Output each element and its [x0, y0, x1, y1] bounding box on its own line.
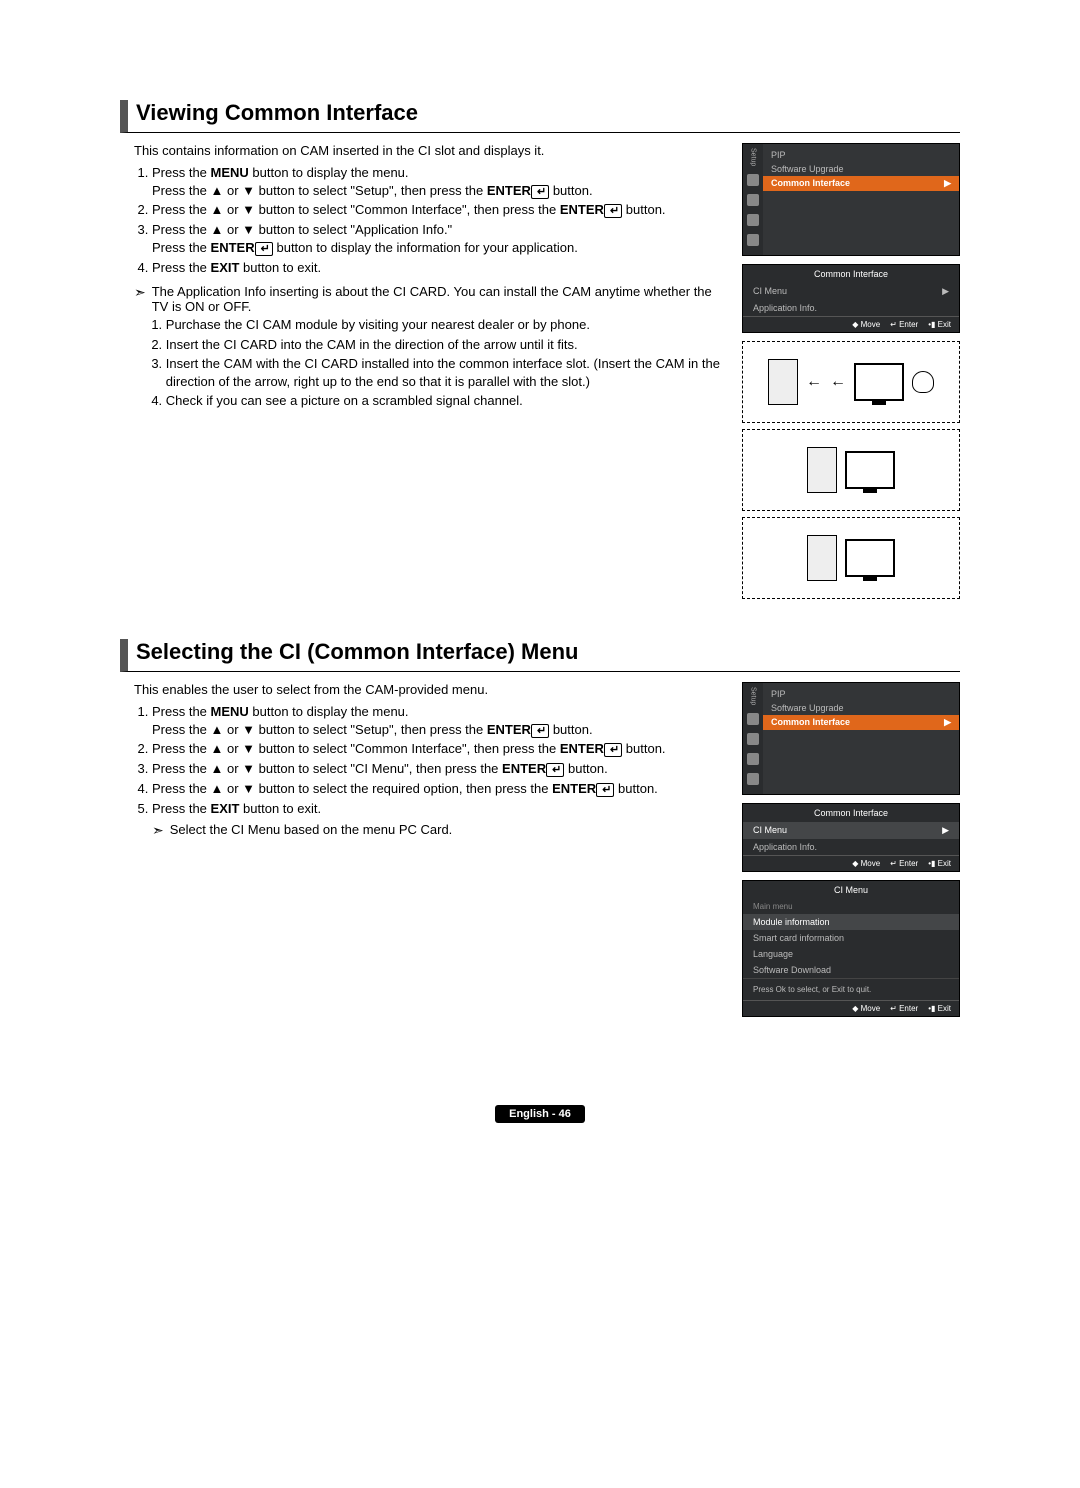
tv-icon [854, 363, 904, 401]
page-footer-wrap: English - 46 [120, 1065, 960, 1123]
ci-card-icon [807, 447, 837, 493]
step-2: Press the ▲ or ▼ button to select "Commo… [152, 201, 722, 219]
tv-list: PIP Software Upgrade Common Interface▶ [763, 144, 959, 255]
tv-setup-menu-screenshot: Setup PIP Software Upgrade Common Interf… [742, 143, 960, 256]
gear-icon [747, 194, 759, 206]
step-2: Press the ▲ or ▼ button to select "Commo… [152, 740, 722, 758]
note-lead: The Application Info inserting is about … [152, 284, 722, 314]
section-title-selecting-ci: Selecting the CI (Common Interface) Menu [120, 639, 960, 672]
section2-text: This enables the user to select from the… [120, 682, 722, 1025]
section1-figures: Setup PIP Software Upgrade Common Interf… [742, 143, 960, 605]
page-footer: English - 46 [495, 1105, 585, 1123]
ci-footer: ◆ Move ↵ Enter •▮ Exit [743, 316, 959, 332]
section1-body: This contains information on CAM inserte… [120, 143, 960, 605]
section2-note: Select the CI Menu based on the menu PC … [170, 821, 453, 840]
tv-item-ci-highlighted: Common Interface▶ [763, 176, 959, 191]
note-arrow-icon: ➣ [134, 284, 146, 314]
arrow-left-icon [830, 373, 846, 391]
ci-card-icon [807, 535, 837, 581]
picture-icon [747, 713, 759, 725]
tv-icon [845, 451, 895, 489]
audio-icon [747, 753, 759, 765]
cam-insert-diagram-2 [742, 429, 960, 511]
section1-text: This contains information on CAM inserte… [120, 143, 722, 605]
section1-intro: This contains information on CAM inserte… [134, 143, 722, 158]
ci-submenu-screenshot-2: Common Interface CI Menu▶ Application In… [742, 803, 960, 872]
section1-notes: ➣ The Application Info inserting is abou… [134, 284, 722, 412]
picture-icon [747, 174, 759, 186]
arrow-left-icon [806, 373, 822, 391]
section1-subnotes: Purchase the CI CAM module by visiting y… [148, 316, 722, 412]
ci-menu-highlighted: CI Menu▶ [743, 822, 959, 839]
step-1: Press the MENU button to display the men… [152, 164, 722, 199]
section-title-viewing-ci: Viewing Common Interface [120, 100, 960, 133]
tv-sidebar: Setup [743, 144, 763, 255]
section2-intro: This enables the user to select from the… [134, 682, 722, 697]
hand-icon [912, 371, 934, 393]
section2-body: This enables the user to select from the… [120, 682, 960, 1025]
cam-insert-diagram-1 [742, 341, 960, 423]
manual-page: Viewing Common Interface This contains i… [0, 0, 1080, 1183]
step-1: Press the MENU button to display the men… [152, 703, 722, 738]
note-arrow-icon: ➣ [152, 821, 164, 840]
input-icon [747, 773, 759, 785]
audio-icon [747, 214, 759, 226]
ci-submenu-screenshot: Common Interface CI Menu▶ Application In… [742, 264, 960, 333]
tv-item-ci-highlighted: Common Interface▶ [763, 715, 959, 730]
step-4: Press the EXIT button to exit. [152, 259, 722, 277]
step-4: Press the ▲ or ▼ button to select the re… [152, 780, 722, 798]
cam-insert-diagram-3 [742, 517, 960, 599]
section2-steps: Press the MENU button to display the men… [134, 703, 722, 840]
ci-card-icon [768, 359, 798, 405]
input-icon [747, 234, 759, 246]
step-5: Press the EXIT button to exit. ➣ Select … [152, 800, 722, 840]
step-3: Press the ▲ or ▼ button to select "Appli… [152, 221, 722, 256]
ci-menu-detail-screenshot: CI Menu Main menu Module information Sma… [742, 880, 960, 1017]
step-3: Press the ▲ or ▼ button to select "CI Me… [152, 760, 722, 778]
tv-setup-menu-screenshot-2: Setup PIP Software Upgrade Common Interf… [742, 682, 960, 795]
gear-icon [747, 733, 759, 745]
tv-icon [845, 539, 895, 577]
section2-figures: Setup PIP Software Upgrade Common Interf… [742, 682, 960, 1025]
section1-steps: Press the MENU button to display the men… [134, 164, 722, 276]
